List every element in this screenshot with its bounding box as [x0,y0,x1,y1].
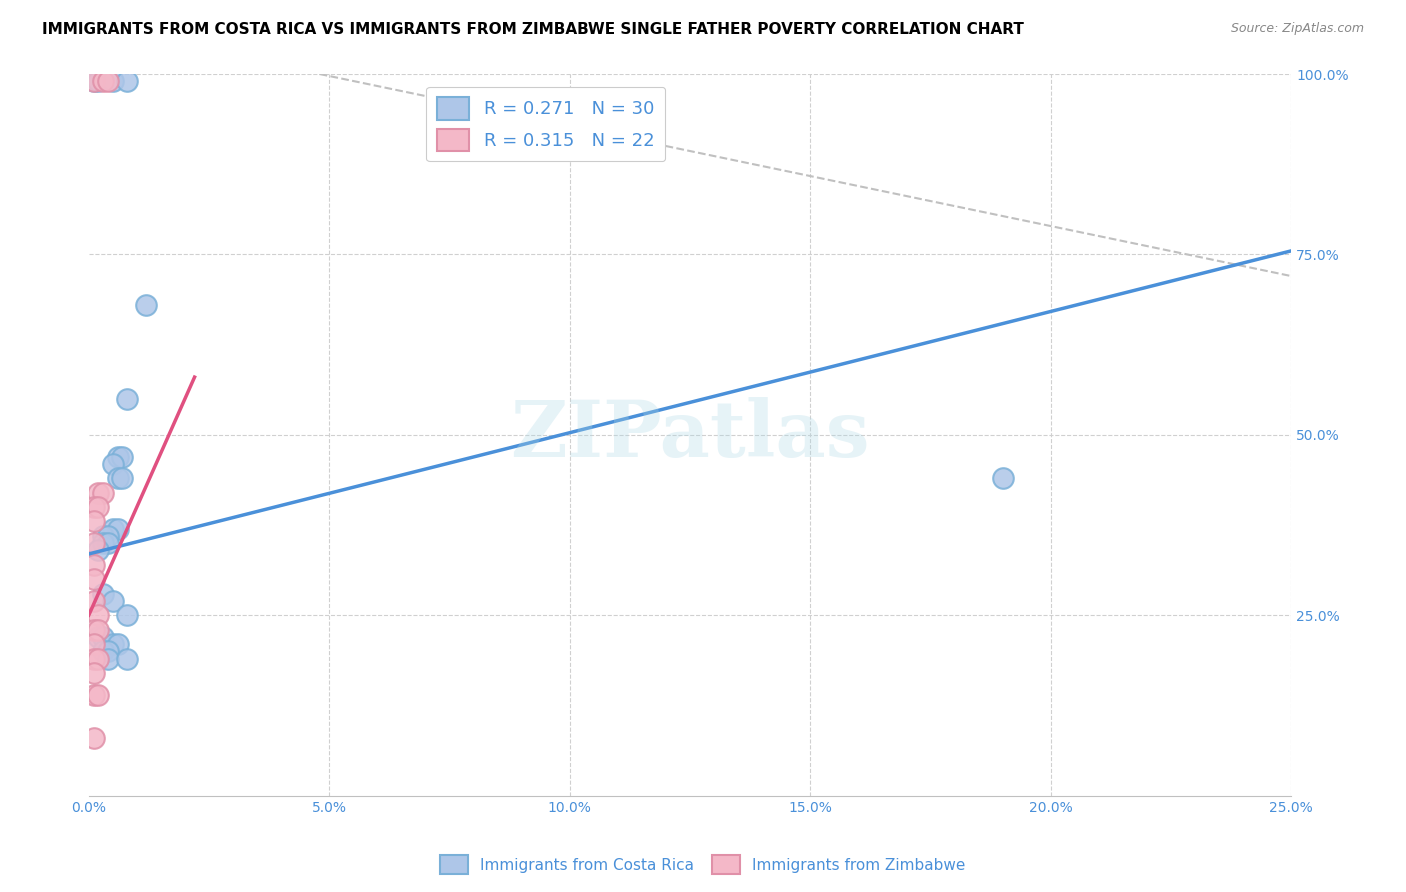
Point [87,500,110,514]
Point [115,392,138,406]
Point [135,298,157,312]
Point [91,644,114,658]
Point [87,485,110,500]
Point [101,74,124,88]
Point [91,529,114,543]
Point [101,637,124,651]
Point [91,536,114,550]
Point [87,74,110,88]
Legend: R = 0.271   N = 30, R = 0.315   N = 22: R = 0.271 N = 30, R = 0.315 N = 22 [426,87,665,161]
Point [87,623,110,637]
Legend: Immigrants from Costa Rica, Immigrants from Zimbabwe: Immigrants from Costa Rica, Immigrants f… [434,849,972,880]
Point [991,471,1014,485]
Point [97,651,120,665]
Point [83,688,105,702]
Point [111,450,134,464]
Point [83,637,105,651]
Point [87,651,110,665]
Point [83,515,105,529]
Point [83,500,105,514]
Point [107,450,129,464]
Point [111,471,134,485]
Point [83,558,105,572]
Point [97,74,120,88]
Point [107,471,129,485]
Point [107,522,129,536]
Point [97,536,120,550]
Point [107,637,129,651]
Text: IMMIGRANTS FROM COSTA RICA VS IMMIGRANTS FROM ZIMBABWE SINGLE FATHER POVERTY COR: IMMIGRANTS FROM COSTA RICA VS IMMIGRANTS… [42,22,1024,37]
Text: Source: ZipAtlas.com: Source: ZipAtlas.com [1230,22,1364,36]
Point [83,665,105,680]
Point [101,522,124,536]
Point [83,74,105,88]
Point [91,74,114,88]
Point [91,630,114,644]
Point [87,608,110,623]
Point [115,608,138,623]
Point [87,688,110,702]
Point [83,731,105,745]
Point [87,630,110,644]
Point [83,74,105,88]
Point [115,651,138,665]
Point [91,587,114,601]
Point [83,536,105,550]
Point [83,594,105,608]
Point [97,644,120,658]
Point [83,623,105,637]
Point [101,457,124,471]
Point [87,543,110,558]
Point [83,572,105,586]
Point [83,651,105,665]
Point [91,485,114,500]
Point [101,594,124,608]
Point [115,74,138,88]
Text: ZIPatlas: ZIPatlas [510,397,870,473]
Point [97,529,120,543]
